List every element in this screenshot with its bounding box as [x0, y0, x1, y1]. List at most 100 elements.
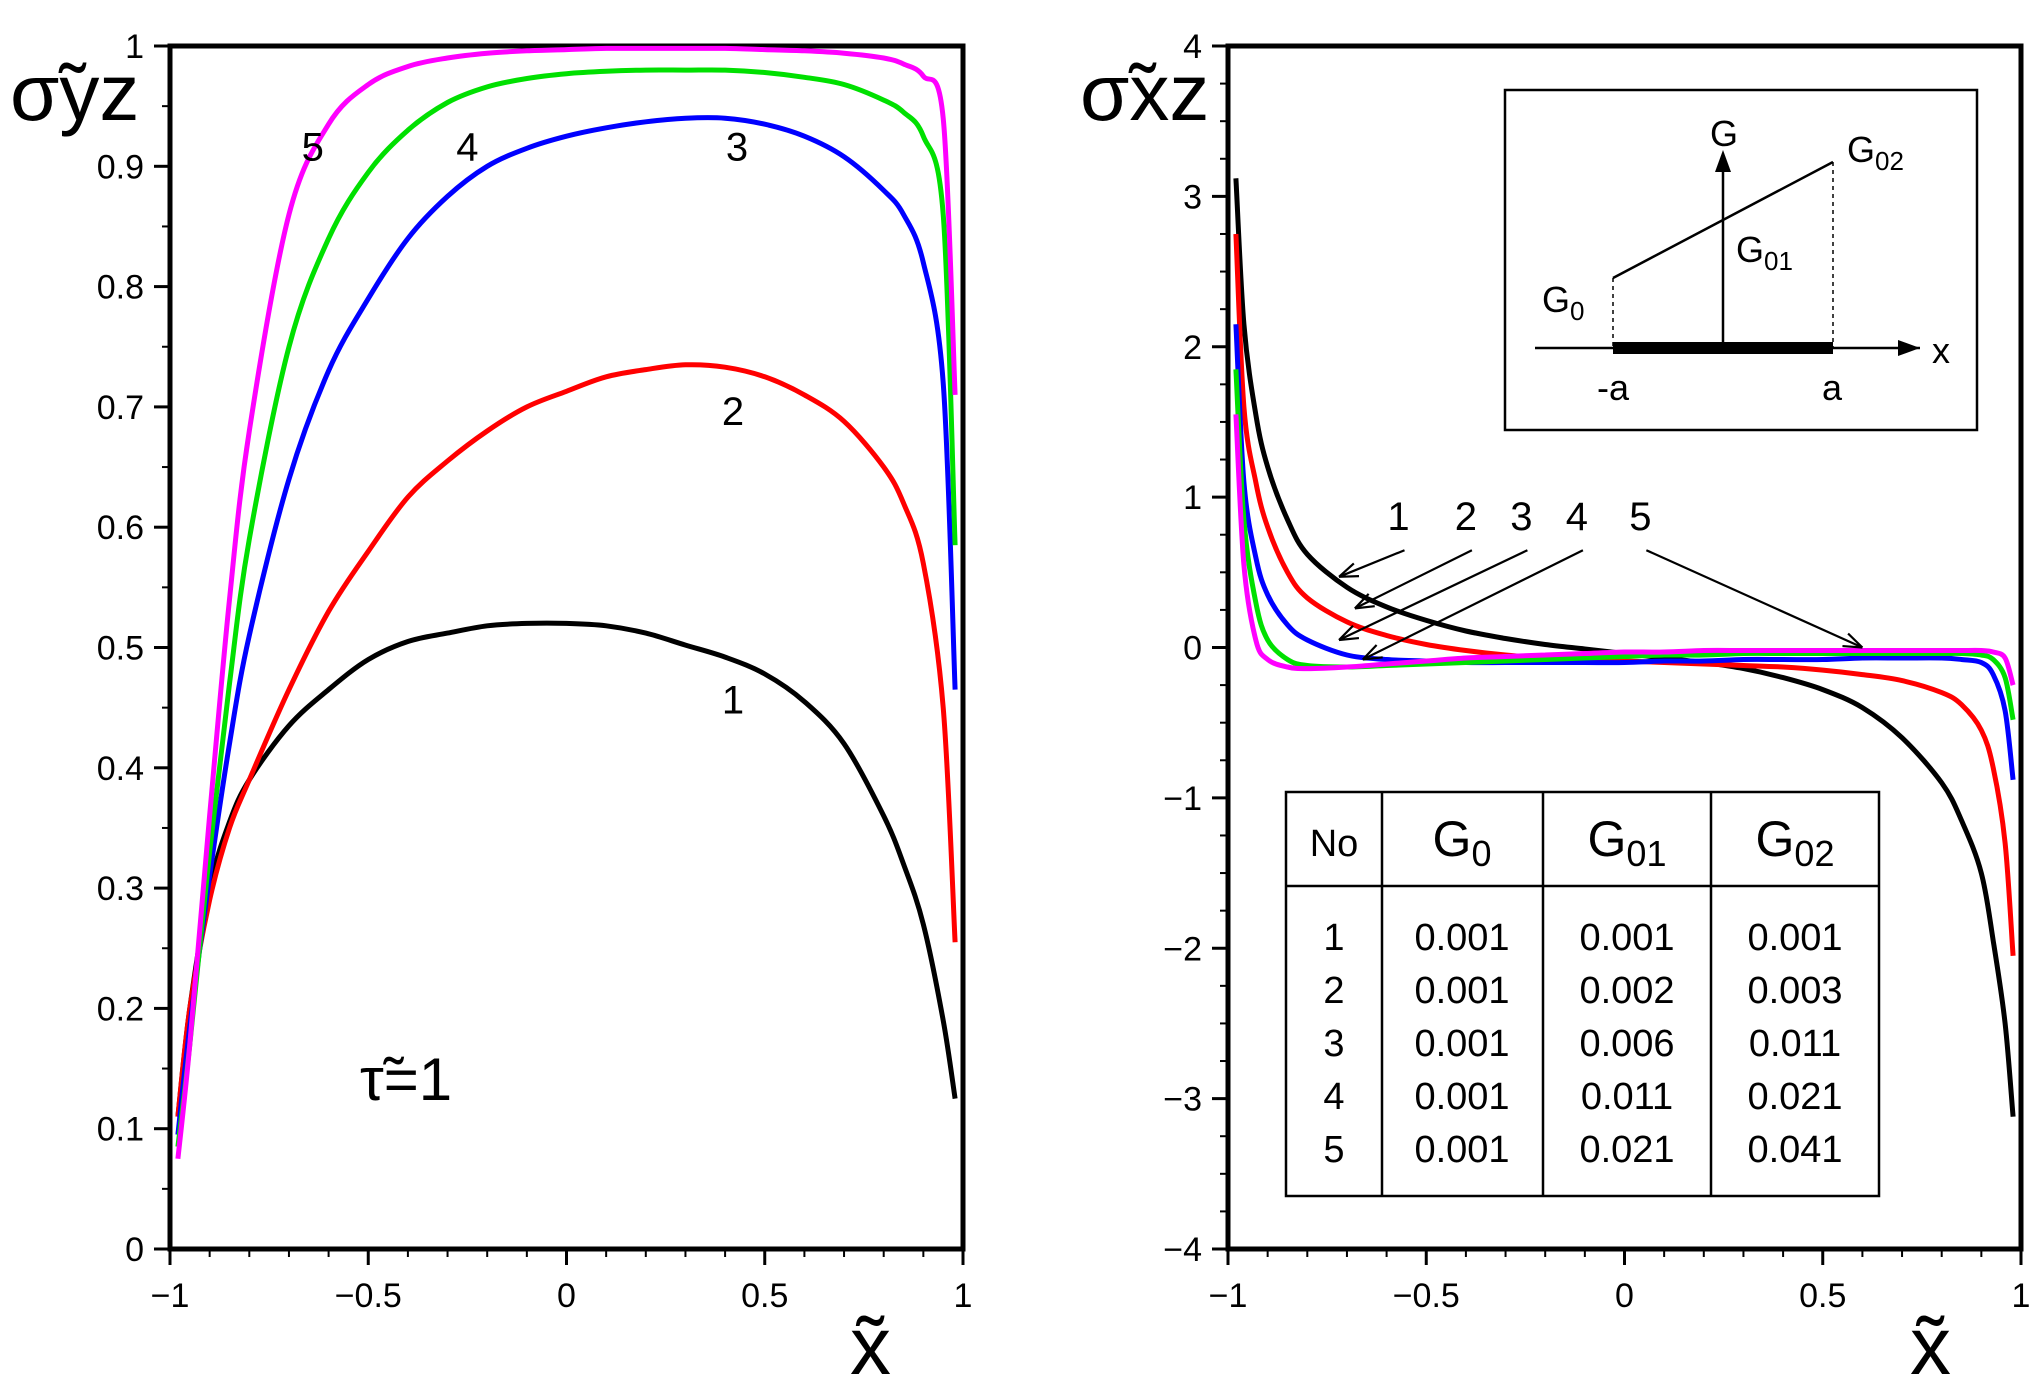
table-row-number: 4	[1323, 1076, 1344, 1118]
right-y-tick-label: 4	[1183, 28, 1202, 66]
right-curve-label: 1	[1387, 495, 1409, 539]
right-y-tick-label: 1	[1183, 479, 1202, 517]
right-y-tick-label: 2	[1183, 329, 1202, 367]
table-row-number: 5	[1323, 1129, 1344, 1171]
table-cell: 0.006	[1579, 1023, 1674, 1065]
left-curve-label: 1	[722, 679, 744, 723]
left-plot-frame	[167, 43, 966, 1252]
left-series-1-line	[175, 620, 958, 1117]
right-x-tick-label: −1	[1209, 1277, 1248, 1315]
parameter-table: No G0 G01 G02 1 0.001 0.001 0.001 2 0.001 0.002 0.0…	[1284, 790, 1881, 1198]
left-y-tick-label: 0	[125, 1231, 144, 1269]
inset-x-arrow-icon	[1898, 340, 1920, 356]
left-y-tick-label: 0.5	[97, 630, 144, 668]
right-x-tick-label: −0.5	[1393, 1277, 1460, 1315]
right-x-axis-label: x̃	[1910, 1301, 1951, 1382]
right-y-tick-label: −3	[1163, 1081, 1202, 1119]
inset-g0-label: G0	[1542, 279, 1584, 326]
left-curve-label: 3	[726, 125, 748, 169]
left-curves	[175, 45, 958, 1160]
table-cell: 0.011	[1749, 1023, 1841, 1065]
right-y-tick-label: 3	[1183, 178, 1202, 216]
right-arrowhead-icon	[1338, 562, 1360, 578]
left-x-tick-label: 0.5	[741, 1277, 788, 1315]
table-cell: 0.001	[1414, 1076, 1509, 1118]
left-series-2-line	[175, 362, 958, 1117]
right-label-pointer	[1354, 549, 1473, 610]
tau-annotation: τ̃=1	[360, 1046, 452, 1113]
right-arrowhead-icon	[1338, 624, 1360, 642]
right-arrowhead-icon	[1354, 593, 1375, 610]
right-y-tick-label: −2	[1163, 930, 1202, 968]
table-cell: 0.011	[1581, 1076, 1673, 1118]
right-label-pointer	[1338, 549, 1528, 641]
left-chart: −1 −0.5 0 0.5 1 0 0.1 0.2 0.3 0.4 0.5 0.6 0.7 0.8 0.9 1…	[10, 28, 972, 1382]
left-x-tick-label: 0	[557, 1277, 576, 1315]
table-cell: 0.041	[1747, 1129, 1842, 1171]
left-series-4-line	[175, 67, 958, 1147]
left-y-axis-label: σ̃yz	[10, 48, 139, 137]
table-cell: 0.021	[1579, 1129, 1674, 1171]
left-y-tick-label: 0.1	[97, 1111, 144, 1149]
table-header-cell: G02	[1756, 811, 1835, 874]
inset-x-label: x	[1932, 330, 1950, 371]
left-y-tick-label: 0.9	[97, 148, 144, 186]
table-cells: No G0 G01 G02 1 0.001 0.001 0.001 2 0.001 0.002 0.0…	[1310, 811, 1843, 1171]
right-curve-label: 5	[1629, 495, 1651, 539]
right-curve-label: 4	[1566, 495, 1588, 539]
right-y-tick-label: 0	[1183, 630, 1202, 668]
right-y-tick-label: −1	[1163, 780, 1202, 818]
table-cell: 0.003	[1747, 970, 1842, 1012]
left-x-tick-label: 1	[954, 1277, 973, 1315]
inset-g01-label: G01	[1736, 229, 1793, 276]
table-row-number: 1	[1323, 917, 1344, 959]
inset-g02-label: G02	[1847, 129, 1904, 176]
left-axis-ticks: −1 −0.5 0 0.5 1 0 0.1 0.2 0.3 0.4 0.5 0.6 0.7 0.8 0.9 1	[97, 28, 973, 1315]
right-y-tick-label: −4	[1163, 1231, 1202, 1269]
right-x-tick-label: 0	[1615, 1277, 1634, 1315]
table-cell: 0.002	[1579, 970, 1674, 1012]
left-curve-label: 5	[302, 125, 324, 169]
right-x-tick-label: 1	[2012, 1277, 2031, 1315]
left-y-tick-label: 0.7	[97, 389, 144, 427]
inset-a-label: a	[1822, 367, 1843, 408]
left-y-tick-label: 0.6	[97, 509, 144, 547]
left-series-5-line	[175, 45, 958, 1160]
table-row-number: 3	[1323, 1023, 1344, 1065]
inset-frame	[1503, 88, 1979, 432]
table-cell: 0.001	[1414, 1023, 1509, 1065]
table-frame	[1284, 790, 1881, 1198]
left-y-tick-label: 0.8	[97, 269, 144, 307]
table-cell: 0.001	[1414, 970, 1509, 1012]
table-row-number: 2	[1323, 970, 1344, 1012]
right-curve-label: 3	[1510, 495, 1532, 539]
table-cell: 0.001	[1579, 917, 1674, 959]
left-x-axis-label: x̃	[850, 1301, 891, 1382]
inset-g-arrow-icon	[1715, 150, 1731, 172]
left-x-tick-label: −0.5	[335, 1277, 402, 1315]
left-series-3-line	[175, 115, 958, 1135]
left-curve-labels: 5 4 3 2 1	[302, 125, 749, 722]
table-cell: 0.001	[1414, 1129, 1509, 1171]
right-label-pointer	[1362, 549, 1584, 661]
left-y-tick-label: 0.3	[97, 870, 144, 908]
right-series-5-line	[1233, 414, 2016, 686]
inset-minus-a-label: -a	[1597, 367, 1630, 408]
right-x-tick-label: 0.5	[1799, 1277, 1846, 1315]
right-label-pointer	[1645, 549, 1863, 649]
table-cell: 0.021	[1747, 1076, 1842, 1118]
table-cell: 0.001	[1747, 917, 1842, 959]
left-x-tick-label: −1	[151, 1277, 190, 1315]
left-y-tick-label: 1	[125, 28, 144, 66]
table-header-cell: G01	[1588, 811, 1667, 874]
inset-g-label: G	[1710, 113, 1738, 154]
left-y-tick-label: 0.2	[97, 990, 144, 1028]
inset-g-profile-line	[1612, 160, 1834, 280]
left-y-tick-label: 0.4	[97, 750, 144, 788]
right-series-3-line	[1233, 324, 2016, 781]
right-y-axis-label: σ̃xz	[1080, 48, 1209, 137]
table-header-cell: G0	[1433, 811, 1492, 874]
